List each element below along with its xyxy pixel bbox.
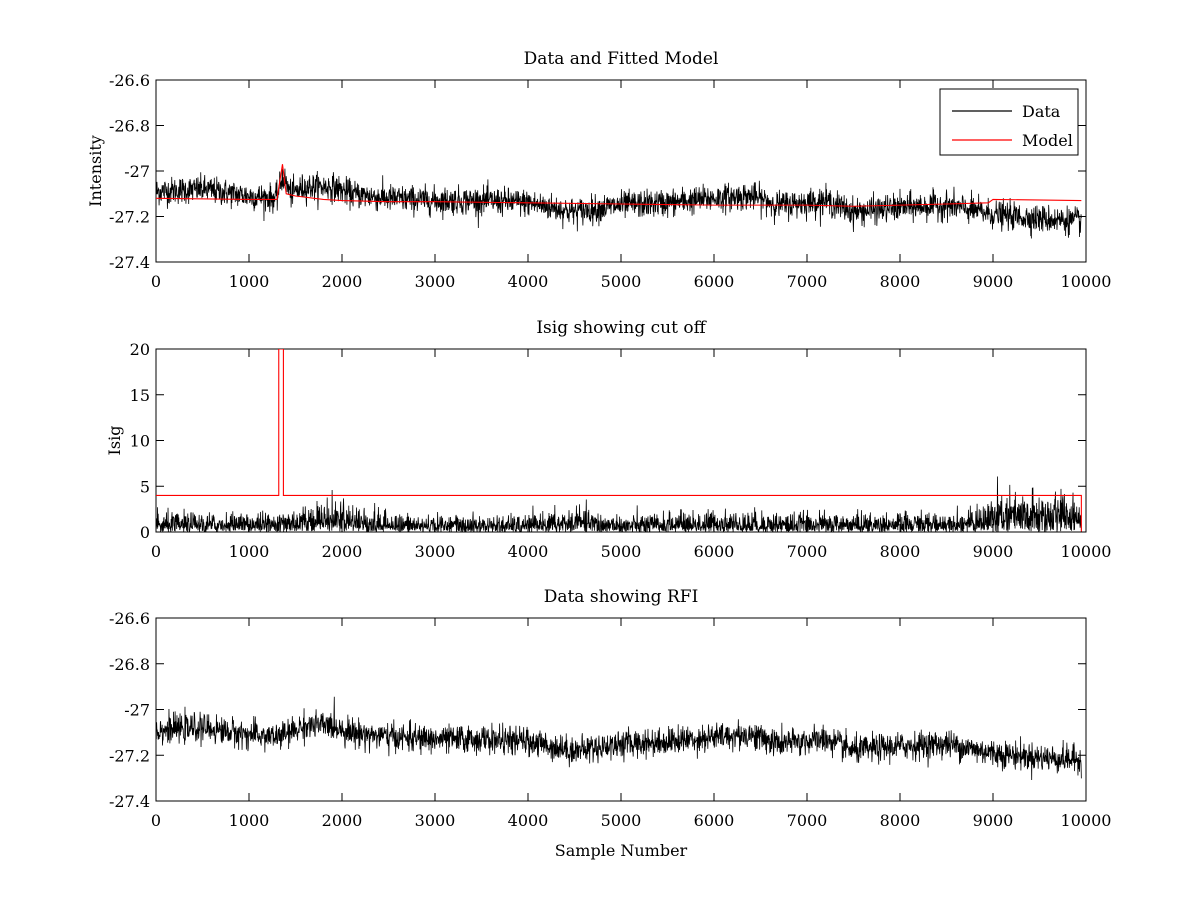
x-tick-label: 6000: [694, 811, 735, 830]
x-tick-label: 10000: [1061, 542, 1112, 561]
x-tick-label: 6000: [694, 542, 735, 561]
x-tick-label: 8000: [880, 811, 921, 830]
y-tick-label: -27.2: [109, 746, 150, 765]
x-tick-label: 0: [151, 542, 161, 561]
subplot-2: 0 1000 2000 3000 4000 5000 6000 7000 8000 9000 100…: [105, 318, 1111, 561]
y-axis-label: Intensity: [86, 135, 105, 207]
legend: Data Model: [939, 88, 1079, 156]
subplot-3: 0 1000 2000 3000 4000 5000 6000 7000 8000 9000 100…: [109, 587, 1111, 860]
x-tick-label: 7000: [787, 272, 828, 291]
y-tick-label: -27.2: [109, 208, 150, 227]
y-tick-label: 0: [140, 523, 150, 542]
x-tick-label: 2000: [322, 272, 363, 291]
chart-title: Data and Fitted Model: [524, 49, 719, 69]
x-tick-label: 0: [151, 272, 161, 291]
x-tick-label: 6000: [694, 272, 735, 291]
plot-area: [156, 696, 1082, 780]
series-line-1: [156, 696, 1082, 780]
chart-title: Isig showing cut off: [536, 318, 707, 338]
y-tick-label: 10: [130, 432, 150, 451]
y-tick-label: -26.8: [109, 117, 150, 136]
x-tick-label: 7000: [787, 811, 828, 830]
x-tick-label: 9000: [973, 272, 1014, 291]
x-tick-label: 5000: [601, 272, 642, 291]
y-tick-label: -27.4: [109, 253, 150, 272]
subplot-1: 0 1000 2000 3000 4000 5000 6000 7000 8000 9000 100…: [86, 49, 1111, 291]
x-tick-label: 8000: [880, 542, 921, 561]
y-tick-label: -26.6: [109, 609, 150, 628]
x-tick-label: 2000: [322, 542, 363, 561]
plot-area: [156, 164, 1082, 239]
x-tick-label: 3000: [415, 542, 456, 561]
x-tick-label: 4000: [508, 811, 549, 830]
axes-box: [155, 79, 1087, 263]
y-tick-label: 5: [140, 477, 150, 496]
series-line-2: [156, 349, 1082, 532]
plot-area: [156, 349, 1082, 532]
axes-box: [155, 348, 1087, 533]
series-line-2: [156, 164, 1082, 207]
y-tick-label: -27.4: [109, 792, 150, 811]
x-tick-label: 1000: [229, 811, 270, 830]
x-tick-label: 8000: [880, 272, 921, 291]
x-tick-label: 1000: [229, 542, 270, 561]
legend-box: [939, 88, 1079, 156]
x-tick-label: 10000: [1061, 272, 1112, 291]
x-tick-label: 3000: [415, 811, 456, 830]
y-tick-label: -26.6: [109, 71, 150, 90]
x-tick-label: 10000: [1061, 811, 1112, 830]
x-tick-label: 2000: [322, 811, 363, 830]
x-axis-label: Sample Number: [555, 841, 688, 860]
y-tick-label: -26.8: [109, 655, 150, 674]
axes-box: [155, 617, 1087, 802]
chart-title: Data showing RFI: [544, 587, 699, 607]
x-tick-label: 4000: [508, 542, 549, 561]
legend-entry: Data: [1022, 102, 1061, 121]
series-line-1: [156, 168, 1082, 239]
y-tick-label: 20: [130, 340, 150, 359]
x-tick-label: 9000: [973, 811, 1014, 830]
y-tick-label: -27: [124, 701, 150, 720]
x-tick-label: 5000: [601, 811, 642, 830]
x-tick-label: 4000: [508, 272, 549, 291]
x-tick-label: 9000: [973, 542, 1014, 561]
x-tick-label: 0: [151, 811, 161, 830]
x-tick-label: 5000: [601, 542, 642, 561]
series-line-1: [156, 476, 1082, 532]
y-axis-label: Isig: [105, 426, 124, 456]
legend-entry: Model: [1022, 131, 1073, 150]
y-tick-label: 15: [130, 386, 150, 405]
x-tick-label: 3000: [415, 272, 456, 291]
x-tick-label: 1000: [229, 272, 270, 291]
y-tick-label: -27: [124, 162, 150, 181]
x-tick-label: 7000: [787, 542, 828, 561]
